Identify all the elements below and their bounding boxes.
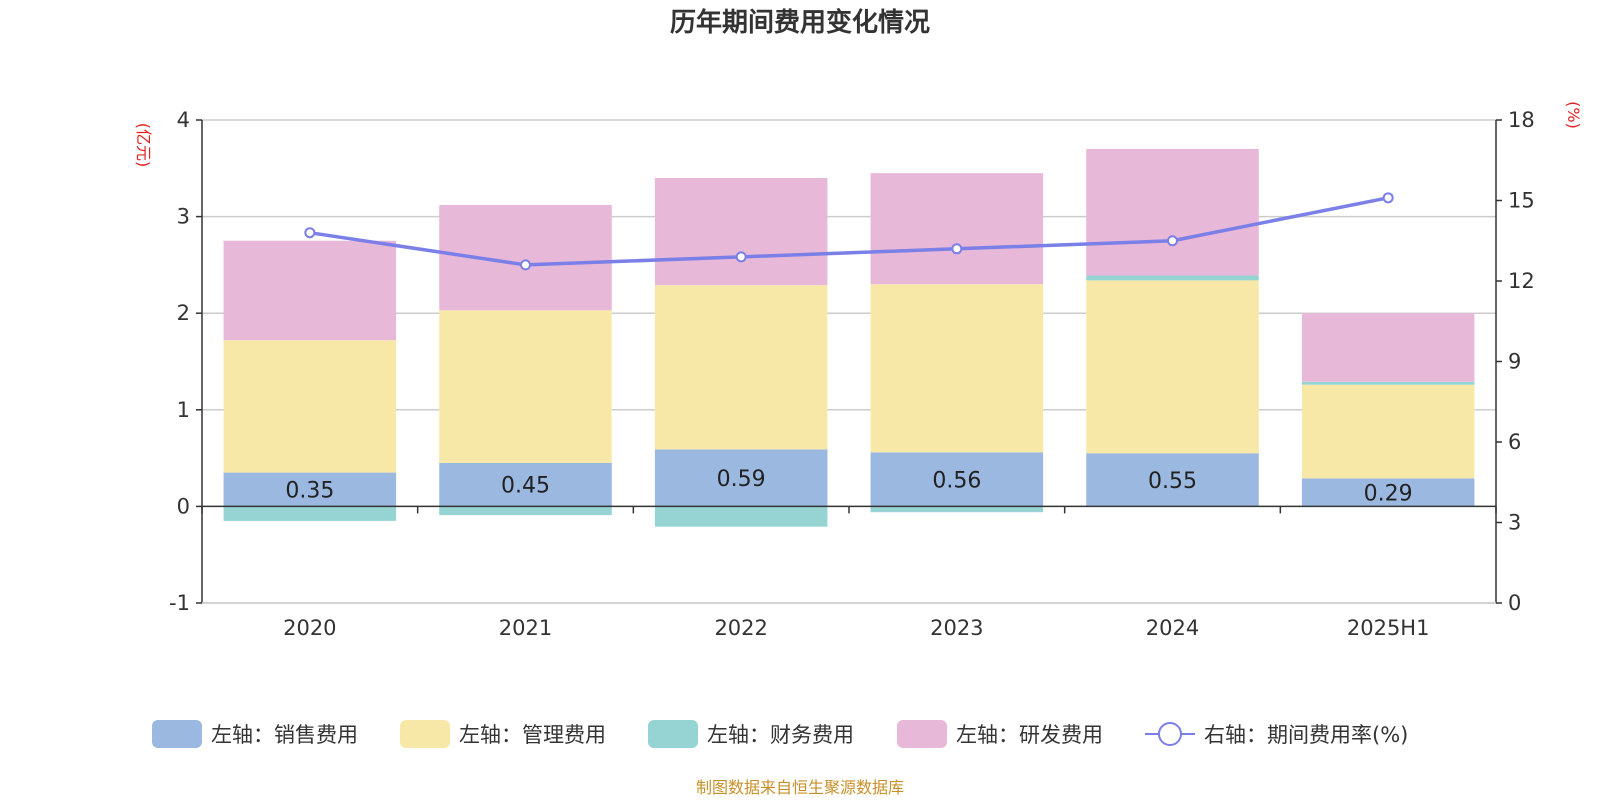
line-series-path xyxy=(309,196,1389,267)
legend-label-1: 左轴：管理费用 xyxy=(459,723,606,747)
bar-label-2020: 0.35 xyxy=(285,478,334,503)
right-tick-label-9: 9 xyxy=(1508,350,1521,374)
bar-s3-2021 xyxy=(439,205,612,311)
bar-s2-2023 xyxy=(870,506,1044,513)
bar-s0-2024 xyxy=(1086,453,1259,507)
legend-label-3: 左轴：研发费用 xyxy=(956,723,1103,747)
line-point-2022 xyxy=(735,251,747,263)
bar-s3-2025H1 xyxy=(1301,313,1475,382)
right-tick-label-15: 15 xyxy=(1508,189,1535,213)
bar-s2-2024 xyxy=(1086,275,1259,281)
bar-s1-2025H1 xyxy=(1301,384,1475,479)
bar-s0-2023 xyxy=(870,452,1044,507)
right-tick-label-12: 12 xyxy=(1508,269,1535,293)
legend-label-2: 左轴：财务费用 xyxy=(707,723,854,747)
legend-marker-4 xyxy=(1158,722,1182,746)
legend-swatch-2 xyxy=(648,720,698,748)
line-point-2025H1 xyxy=(1382,192,1394,204)
bar-s3-2024 xyxy=(1086,148,1259,276)
bar-label-2025H1: 0.29 xyxy=(1364,481,1413,506)
legend-label-0: 左轴：销售费用 xyxy=(211,723,358,747)
left-tick-label-4: 4 xyxy=(177,108,190,132)
chart-title: 历年期间费用变化情况 xyxy=(670,7,930,38)
x-tick-label-2021: 2021 xyxy=(499,616,552,640)
line-point-2023 xyxy=(951,243,963,255)
bar-s0-2025H1 xyxy=(1301,478,1475,507)
x-tick-label-2023: 2023 xyxy=(930,616,983,640)
right-tick-label-18: 18 xyxy=(1508,108,1535,132)
bar-label-layer: 0.35 0.45 0.59 0.56 0.55 0.29 xyxy=(285,467,1412,506)
bar-s3-2022 xyxy=(654,177,828,286)
legend-swatch-3 xyxy=(897,720,947,748)
left-tick-label--1: -1 xyxy=(169,591,190,615)
bar-s0-2020 xyxy=(223,472,397,507)
line-point-2020 xyxy=(304,227,316,239)
right-tick-label-0: 0 xyxy=(1508,591,1521,615)
bar-label-2023: 0.56 xyxy=(932,468,981,493)
legend: 左轴：销售费用 左轴：管理费用 左轴：财务费用 左轴：研发费用 右轴：期间费用率(%) xyxy=(152,720,1408,748)
bar-s1-2020 xyxy=(223,340,397,473)
right-tick-label-6: 6 xyxy=(1508,430,1521,454)
left-tick-label-0: 0 xyxy=(177,494,190,518)
right-tick-label-3: 3 xyxy=(1508,511,1521,535)
bar-s2-2022 xyxy=(654,506,828,527)
line-point-2024 xyxy=(1167,235,1178,247)
left-tick-label-3: 3 xyxy=(177,205,190,229)
bar-s2-2025H1 xyxy=(1301,381,1475,385)
bar-label-2022: 0.59 xyxy=(717,467,766,492)
bar-s3-2023 xyxy=(870,173,1044,285)
bar-layer xyxy=(223,148,1475,527)
left-tick-label-2: 2 xyxy=(177,301,190,325)
bar-s2-2020 xyxy=(223,506,397,521)
bar-s1-2024 xyxy=(1086,280,1259,454)
x-tick-label-2022: 2022 xyxy=(714,616,767,640)
legend-label-4: 右轴：期间费用率(%) xyxy=(1204,723,1408,747)
right-axis-unit: (%) xyxy=(1564,101,1583,129)
bar-s1-2022 xyxy=(654,285,828,450)
bar-label-2021: 0.45 xyxy=(501,474,550,499)
bar-s2-2021 xyxy=(439,506,612,516)
legend-swatch-0 xyxy=(152,720,202,748)
line-layer xyxy=(304,192,1394,271)
legend-swatch-1 xyxy=(400,720,450,748)
left-axis-unit: (亿元) xyxy=(134,123,153,168)
x-tick-label-2025H1: 2025H1 xyxy=(1347,616,1430,640)
x-tick-label-2024: 2024 xyxy=(1146,616,1199,640)
bar-label-2024: 0.55 xyxy=(1148,469,1197,494)
bar-s0-2022 xyxy=(654,449,828,507)
x-tick-label-2020: 2020 xyxy=(283,616,336,640)
bar-s0-2021 xyxy=(439,462,612,507)
source-note: 制图数据来自恒生聚源数据库 xyxy=(696,778,904,797)
bar-s1-2023 xyxy=(870,284,1044,453)
bar-s1-2021 xyxy=(439,310,612,463)
bar-s3-2020 xyxy=(223,240,397,341)
left-tick-label-1: 1 xyxy=(177,398,190,422)
line-point-2021 xyxy=(520,259,531,271)
